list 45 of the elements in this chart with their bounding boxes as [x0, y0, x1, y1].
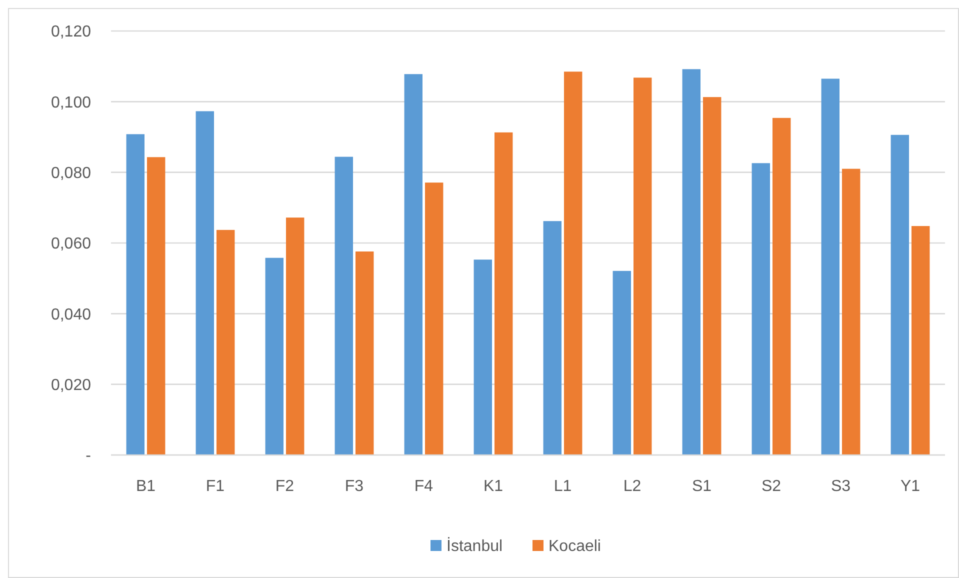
x-tick-label: K1	[483, 478, 504, 495]
y-tick-label: 0,020	[50, 376, 92, 394]
x-tick-label: F2	[275, 478, 294, 495]
x-tick-label: L2	[623, 478, 642, 495]
bar	[911, 226, 930, 455]
bar	[474, 260, 492, 455]
x-tick-label: L1	[554, 478, 572, 495]
bar	[265, 258, 284, 455]
y-tick-label: 0,060	[50, 236, 92, 253]
x-tick-label: F4	[414, 478, 434, 495]
y-tick-label: 0,100	[50, 94, 92, 112]
bar	[404, 74, 423, 455]
bar	[286, 218, 304, 455]
bar	[146, 157, 166, 455]
y-tick-label: 0,120	[50, 24, 92, 41]
bar	[543, 221, 562, 455]
y-tick-label: 0,080	[50, 164, 92, 182]
bar	[772, 118, 791, 455]
bar	[424, 182, 444, 455]
x-tick-label: S3	[830, 478, 851, 495]
bar	[334, 156, 354, 455]
bar	[702, 97, 722, 455]
x-tick-label: F3	[344, 478, 364, 495]
legend-label: Kocaeli	[548, 538, 601, 555]
bar	[196, 111, 214, 455]
x-tick-label: S2	[761, 478, 782, 495]
bar	[126, 134, 145, 455]
bar	[890, 134, 910, 455]
x-tick-label: Y1	[900, 478, 920, 495]
bar	[494, 132, 513, 455]
y-tick-label: -	[86, 448, 91, 465]
bar	[216, 230, 235, 455]
x-tick-label: B1	[136, 478, 156, 495]
bar	[564, 72, 582, 455]
bar	[821, 78, 840, 455]
bar	[355, 251, 374, 455]
bar	[752, 163, 770, 455]
bar	[612, 270, 632, 455]
bar	[633, 78, 652, 455]
bar	[842, 168, 860, 455]
legend-label: İstanbul	[446, 537, 503, 555]
x-tick-label: S1	[692, 478, 712, 495]
bar	[682, 69, 701, 455]
y-tick-label: 0,040	[50, 306, 92, 324]
x-tick-label: F1	[206, 478, 225, 495]
